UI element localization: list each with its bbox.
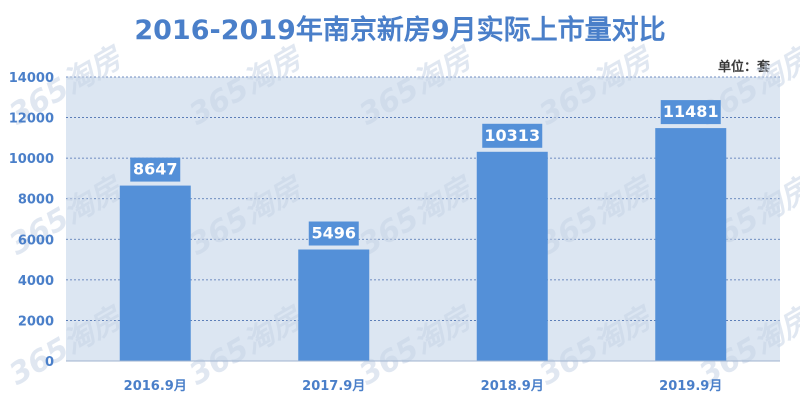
y-tick-label: 2000 [18, 314, 54, 329]
y-tick-label: 4000 [18, 274, 54, 289]
y-tick-label: 8000 [18, 193, 54, 208]
data-label: 11481 [663, 102, 719, 121]
data-label-box [130, 157, 181, 182]
bar [476, 151, 548, 361]
data-label-box [482, 123, 543, 148]
bar [655, 128, 727, 361]
data-label-box [660, 100, 721, 125]
bar [298, 249, 370, 361]
x-tick-label: 2018.9月 [481, 379, 544, 394]
data-label: 10313 [484, 126, 540, 145]
unit-label: 单位：套 [717, 60, 770, 75]
y-tick-label: 6000 [18, 233, 54, 248]
y-tick-label: 14000 [9, 71, 54, 86]
y-tick-label: 0 [45, 355, 54, 370]
y-tick-label: 10000 [9, 152, 54, 167]
bar [119, 185, 191, 361]
x-tick-label: 2016.9月 [124, 379, 187, 394]
data-label: 8647 [133, 160, 178, 179]
data-label: 5496 [311, 224, 356, 243]
x-tick-label: 2017.9月 [302, 379, 365, 394]
x-tick-label: 2019.9月 [659, 379, 722, 394]
y-tick-label: 12000 [9, 112, 54, 127]
data-label-box [308, 221, 359, 246]
chart-title: 2016-2019年南京新房9月实际上市量对比 [134, 15, 666, 46]
